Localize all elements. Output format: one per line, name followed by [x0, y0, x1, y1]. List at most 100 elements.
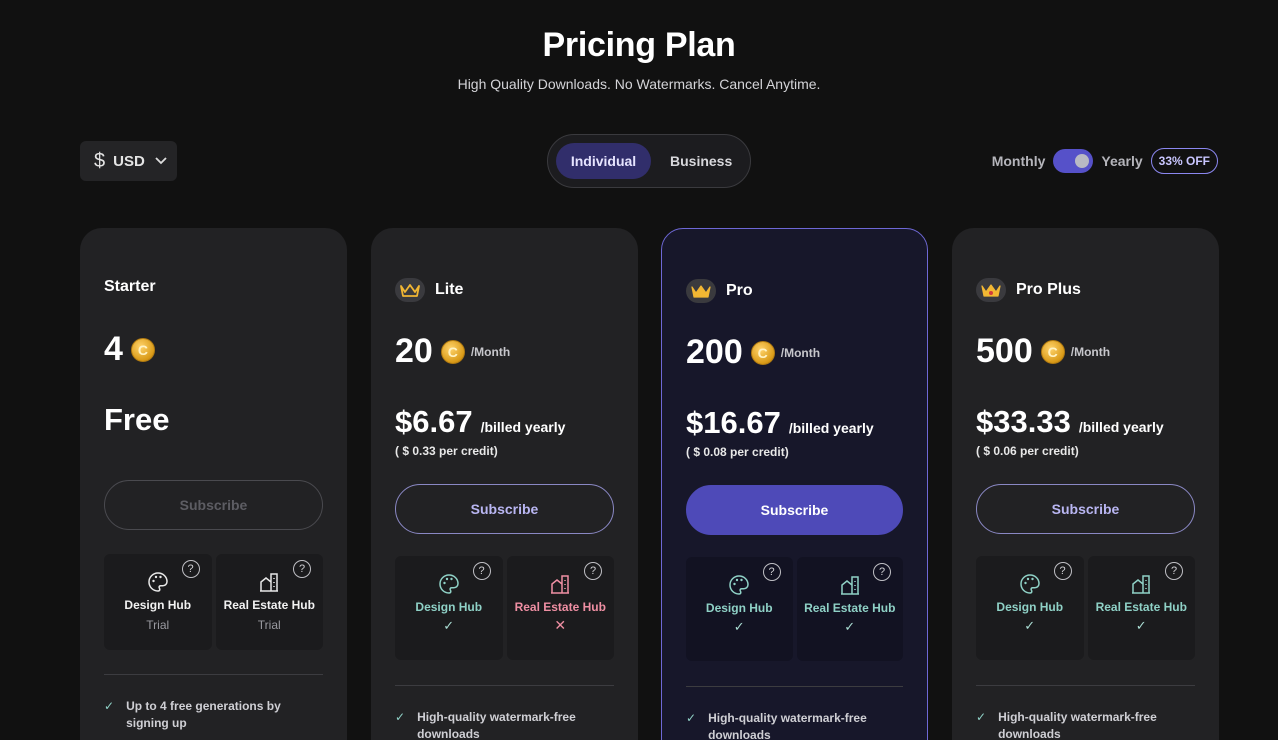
hub-design: ? Design Hub ✓	[395, 556, 503, 660]
monthly-label[interactable]: Monthly	[991, 153, 1046, 169]
help-icon[interactable]: ?	[293, 560, 311, 578]
subscribe-button[interactable]: Subscribe	[395, 484, 614, 534]
hub-label: Design Hub	[124, 598, 192, 612]
plan-name-label: Pro	[726, 282, 753, 299]
per-credit-price: ( $ 0.08 per credit)	[686, 445, 789, 459]
credits-value: 20	[395, 332, 433, 370]
plan-price: $16.67 /billed yearly	[686, 405, 874, 441]
help-icon[interactable]: ?	[472, 562, 491, 580]
check-icon: ✓	[443, 618, 455, 633]
hub-label: Real Estate Hub	[1095, 600, 1187, 614]
building-icon	[260, 573, 279, 592]
per-month-label: /Month	[470, 344, 511, 359]
palette-icon	[1020, 574, 1040, 594]
help-icon[interactable]: ?	[181, 560, 200, 578]
feature-item: ✓ High-quality watermark-free downloads	[976, 709, 1195, 740]
palette-icon	[439, 574, 459, 594]
plan-name-label: Pro Plus	[1016, 281, 1081, 298]
plan-name-label: Starter	[104, 278, 156, 295]
hub-design: ? Design Hub ✓	[976, 556, 1084, 660]
hub-real-estate: ? Real Estate Hub ✓	[1087, 556, 1195, 660]
palette-icon	[148, 572, 168, 592]
credits-value: 4	[104, 330, 123, 368]
hub-real-estate: ? Real Estate Hub ✓	[796, 557, 903, 661]
feature-item: ✓ Up to 4 free generations by signing up	[104, 698, 323, 732]
plan-credits: 200 C /Month	[686, 333, 820, 372]
hub-real-estate: ? Real Estate Hub ✕	[506, 556, 614, 660]
hub-list: ? Design Hub Trial ? Real Estate Hub Tri…	[104, 554, 323, 650]
hub-label: Real Estate Hub	[223, 598, 315, 612]
check-icon: ✓	[686, 711, 697, 725]
plan-name-label: Lite	[435, 281, 464, 298]
feature-text: High-quality watermark-free downloads	[998, 710, 1157, 740]
hub-real-estate: ? Real Estate Hub Trial	[215, 554, 323, 650]
per-month-label: /Month	[1070, 344, 1111, 359]
feature-item: ✓ High-quality watermark-free downloads	[686, 710, 903, 740]
divider	[976, 685, 1195, 686]
plan-card-starter: Starter 4 C Free Subscribe ? Design Hub …	[80, 228, 347, 740]
help-icon[interactable]: ?	[1165, 562, 1183, 580]
plan-name: Pro Plus	[976, 278, 1081, 302]
coin-icon: C	[1040, 339, 1065, 364]
plan-credits: 500 C /Month	[976, 332, 1110, 371]
building-icon	[1132, 575, 1151, 594]
building-icon	[551, 575, 570, 594]
plan-card-pro-plus: Pro Plus 500 C /Month $33.33 /billed yea…	[952, 228, 1219, 740]
crown-icon	[976, 278, 1006, 302]
subscribe-button[interactable]: Subscribe	[976, 484, 1195, 534]
plan-price: $6.67 /billed yearly	[395, 404, 565, 440]
hub-label: Design Hub	[415, 600, 483, 614]
feature-text: High-quality watermark-free downloads	[417, 710, 576, 740]
hub-label: Design Hub	[705, 601, 773, 615]
feature-text: Up to 4 free generations by signing up	[126, 699, 281, 730]
hub-list: ? Design Hub ✓ ? Real Estate Hub ✓	[686, 557, 903, 661]
coin-icon: C	[750, 340, 775, 365]
help-icon[interactable]: ?	[873, 563, 891, 581]
palette-icon	[729, 575, 750, 595]
subscribe-button[interactable]: Subscribe	[686, 485, 903, 535]
plan-name: Pro	[686, 279, 753, 303]
discount-badge: 33% OFF	[1150, 148, 1218, 174]
hub-status: Trial	[257, 618, 281, 632]
hub-list: ? Design Hub ✓ ? Real Estate Hub ✓	[976, 556, 1195, 660]
billing-toggle[interactable]	[1053, 149, 1094, 173]
hub-design: ? Design Hub Trial	[104, 554, 212, 650]
check-icon: ✓	[104, 699, 115, 713]
tab-individual[interactable]: Individual	[556, 143, 651, 179]
plan-name: Lite	[395, 278, 463, 302]
divider	[686, 686, 903, 687]
feature-item: ✓ High-quality watermark-free downloads	[395, 709, 614, 740]
dollar-icon: $	[94, 149, 106, 172]
page-subtitle: High Quality Downloads. No Watermarks. C…	[457, 76, 821, 92]
tab-business[interactable]: Business	[670, 153, 733, 169]
check-icon: ✓	[1024, 618, 1036, 633]
yearly-label[interactable]: Yearly	[1101, 153, 1143, 169]
plan-price: $33.33 /billed yearly	[976, 404, 1164, 440]
help-icon[interactable]: ?	[762, 563, 781, 581]
check-icon: ✓	[976, 710, 987, 724]
credits-value: 500	[976, 332, 1033, 370]
plan-price: Free	[104, 402, 170, 437]
divider	[395, 685, 614, 686]
hub-design: ? Design Hub ✓	[686, 557, 793, 661]
check-icon: ✓	[1135, 618, 1147, 633]
building-icon	[840, 576, 859, 595]
plan-credits: 20 C /Month	[395, 332, 510, 371]
feature-text: High-quality watermark-free downloads	[708, 711, 867, 740]
currency-select[interactable]: $ USD	[80, 141, 177, 181]
per-month-label: /Month	[780, 345, 821, 360]
hub-list: ? Design Hub ✓ ? Real Estate Hub ✕	[395, 556, 614, 660]
price-amount: $33.33	[976, 404, 1071, 439]
help-icon[interactable]: ?	[1053, 562, 1072, 580]
help-icon[interactable]: ?	[584, 562, 602, 580]
price-amount: $16.67	[686, 405, 781, 440]
hub-label: Design Hub	[996, 600, 1064, 614]
divider	[104, 674, 323, 675]
subscribe-button[interactable]: Subscribe	[104, 480, 323, 530]
plan-card-pro: Pro 200 C /Month $16.67 /billed yearly (…	[661, 228, 928, 740]
per-credit-price: ( $ 0.06 per credit)	[976, 444, 1079, 458]
hub-label: Real Estate Hub	[514, 600, 606, 614]
crown-icon	[395, 278, 425, 302]
plan-credits: 4 C	[104, 330, 155, 369]
